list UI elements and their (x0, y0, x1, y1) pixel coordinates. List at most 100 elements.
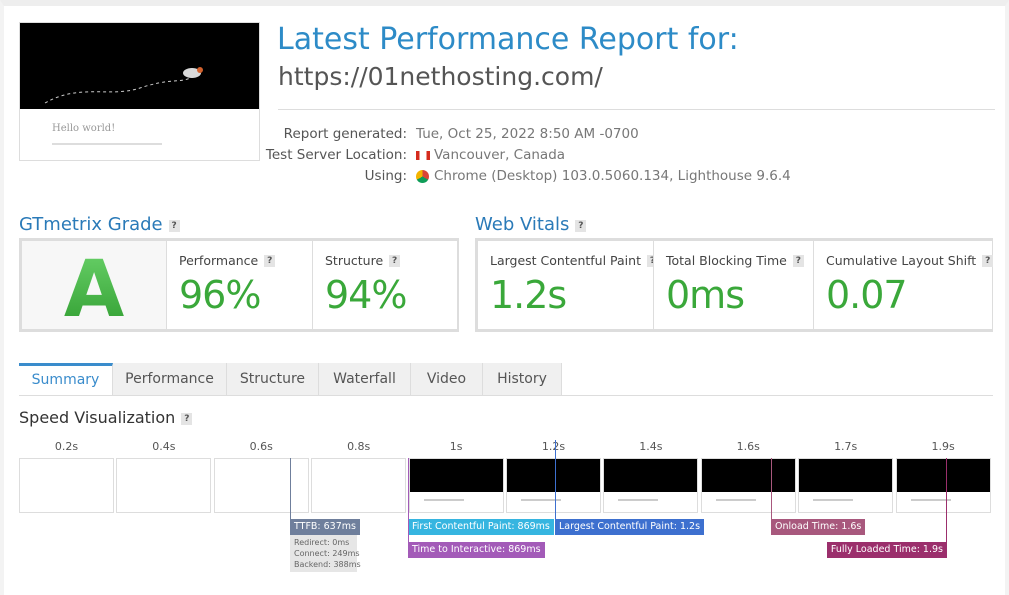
vital-metric: Largest Contentful Paint? 1.2s (478, 241, 658, 329)
vitals-box: Largest Contentful Paint? 1.2s Total Block… (475, 238, 994, 332)
marker-label: TTFB: 637ms (290, 519, 360, 535)
speed-heading: Speed Visualization? (19, 408, 193, 427)
frame-screenshot (700, 458, 796, 513)
frame-time: 1.2s (541, 440, 566, 453)
tab[interactable]: Structure (227, 363, 319, 395)
tab[interactable]: History (483, 363, 562, 395)
frame-screenshot (798, 458, 894, 513)
info-label: Test Server Location: (265, 147, 407, 163)
frame-text (423, 499, 464, 501)
metric-name: Cumulative Layout Shift (826, 253, 977, 268)
tab[interactable]: Video (411, 363, 483, 395)
grade-cell: A (22, 241, 166, 335)
help-icon[interactable]: ? (575, 220, 587, 232)
info-label: Report generated: (283, 126, 407, 142)
frame-time: 1.6s (736, 440, 760, 453)
frame-hero (507, 459, 600, 492)
help-icon[interactable]: ? (264, 255, 276, 267)
tab-underline (19, 395, 993, 396)
frame-hero (701, 459, 795, 492)
frame-screenshot (116, 458, 212, 513)
grade-letter: A (22, 245, 166, 335)
metric-label: Largest Contentful Paint? (490, 253, 658, 268)
frame-time: 0.6s (249, 440, 273, 453)
thumbnail: Hello world! (19, 22, 260, 161)
help-icon[interactable]: ? (181, 413, 193, 425)
frame-time: 1.9s (931, 440, 955, 453)
marker-line (290, 458, 291, 519)
frame-text (521, 499, 561, 501)
help-icon[interactable]: ? (646, 255, 658, 267)
tab[interactable]: Waterfall (319, 363, 411, 395)
thumbnail-heading: Hello world! (52, 123, 116, 134)
help-icon[interactable]: ? (168, 220, 180, 232)
metric-value: 0ms (666, 273, 745, 317)
frame-hero (896, 459, 990, 492)
metric-name: Largest Contentful Paint (490, 253, 641, 268)
marker-label: Onload Time: 1.6s (771, 519, 866, 535)
frame-screenshot (213, 458, 309, 513)
help-icon[interactable]: ? (792, 255, 804, 267)
frame-time: 0.2s (54, 440, 79, 453)
frame-time: 1.4s (639, 440, 663, 453)
frame-screenshot (506, 458, 601, 513)
flag-icon (416, 151, 430, 160)
metric-name: Performance (179, 253, 259, 268)
grade-metric: Structure? 94% (312, 241, 457, 329)
grade-metric: Performance? 96% (166, 241, 312, 329)
marker-detail: Backend: 388ms (294, 560, 361, 569)
vital-metric: Cumulative Layout Shift? 0.07 (813, 241, 994, 329)
marker-label: Fully Loaded Time: 1.9s (826, 542, 947, 558)
marker-detail: Redirect: 0ms (294, 538, 350, 547)
marker-line (408, 458, 409, 542)
info-label: Using: (364, 168, 407, 184)
marker-label: Time to Interactive: 869ms (408, 542, 545, 558)
tab[interactable]: Summary (19, 363, 113, 395)
browser-icon (416, 170, 429, 183)
metric-name: Total Blocking Time (666, 253, 787, 268)
metric-name: Structure (325, 253, 384, 268)
frame-hero (799, 459, 893, 492)
frame-text (715, 499, 756, 501)
thumbnail-text (52, 143, 162, 145)
help-icon[interactable]: ? (389, 255, 401, 267)
report-title: Latest Performance Report for: (277, 22, 739, 57)
frame-hero (409, 459, 503, 492)
divider (278, 109, 995, 110)
info-value: Chrome (Desktop) 103.0.5060.134, Lightho… (434, 168, 791, 184)
marker-line (555, 440, 556, 519)
info-value: Tue, Oct 25, 2022 8:50 AM -0700 (416, 126, 639, 142)
frame-text (813, 499, 854, 501)
marker-line (771, 458, 772, 519)
frame-screenshot (895, 458, 991, 513)
frame-screenshot (408, 458, 504, 513)
grade-heading: GTmetrix Grade? (19, 214, 180, 235)
frame-time: 0.8s (347, 440, 371, 453)
report-url[interactable]: https://01nethosting.com/ (278, 62, 603, 91)
frame-text (910, 499, 951, 501)
frame-hero (604, 459, 698, 492)
marker-label: First Contentful Paint: 869ms (408, 519, 554, 535)
metric-label: Structure? (325, 253, 401, 268)
marker-details: Redirect: 0ms Connect: 249ms Backend: 388m… (290, 535, 361, 572)
metric-label: Cumulative Layout Shift? (826, 253, 994, 268)
thumbnail-art (44, 67, 203, 104)
metric-label: Performance? (179, 253, 276, 268)
metric-label: Total Blocking Time? (666, 253, 804, 268)
grade-title: GTmetrix Grade (19, 214, 163, 235)
vitals-heading: Web Vitals? (475, 214, 587, 235)
help-icon[interactable]: ? (982, 255, 994, 267)
marker-detail: Connect: 249ms (294, 549, 360, 558)
frame-screenshot (311, 458, 407, 513)
frame-time: 1.7s (834, 440, 858, 453)
metric-value: 94% (325, 273, 407, 317)
vital-metric: Total Blocking Time? 0ms (653, 241, 813, 329)
marker-label: Largest Contentful Paint: 1.2s (555, 519, 705, 535)
frame-time: 0.4s (152, 440, 176, 453)
grade-box: A Performance? 96% Structure? 94% (19, 238, 459, 335)
metric-value: 96% (179, 273, 261, 317)
frame-screenshot (19, 458, 114, 513)
frame-time: 1s (449, 440, 463, 453)
tab[interactable]: Performance (113, 363, 227, 395)
